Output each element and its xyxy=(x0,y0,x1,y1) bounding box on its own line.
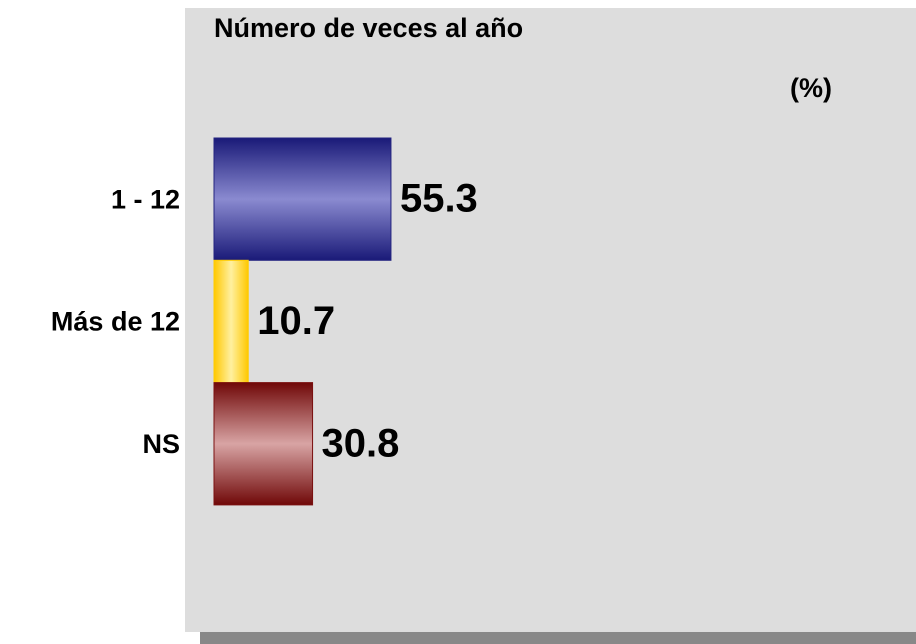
panel-shadow xyxy=(200,632,916,644)
value-label: 10.7 xyxy=(257,299,335,343)
bar xyxy=(213,259,249,384)
chart-title: Número de veces al año xyxy=(214,13,523,43)
plot-panel xyxy=(185,8,916,632)
bar xyxy=(213,137,392,261)
category-label: 1 - 12 xyxy=(111,184,180,214)
category-label: NS xyxy=(142,429,180,459)
value-label: 55.3 xyxy=(400,177,478,221)
chart-subtitle: (%) xyxy=(790,73,832,103)
bar xyxy=(213,382,314,506)
category-label: Más de 12 xyxy=(51,307,180,337)
value-label: 30.8 xyxy=(322,421,400,465)
